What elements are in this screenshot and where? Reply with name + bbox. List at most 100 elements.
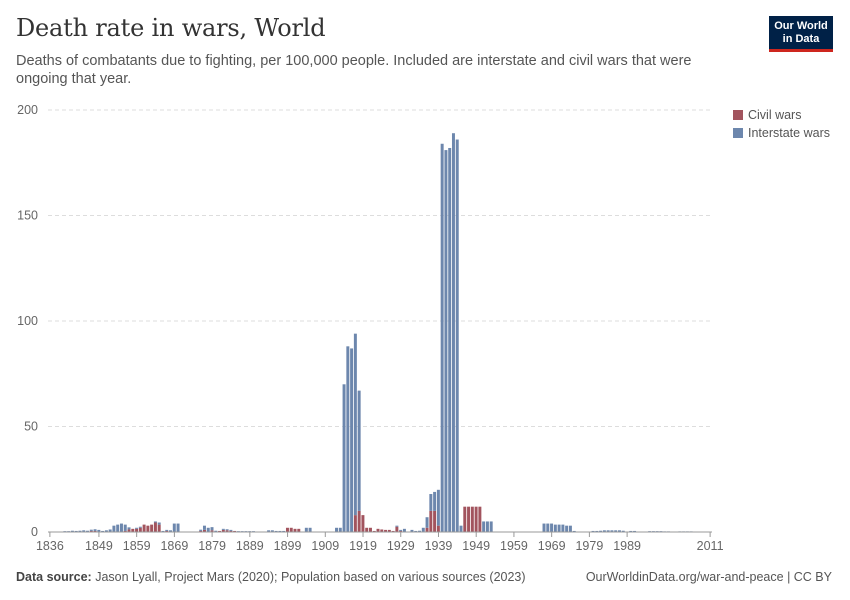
bar-civil-1923[interactable] (376, 528, 380, 532)
owid-logo[interactable]: Our World in Data (769, 16, 833, 52)
legend-item-interstate[interactable]: Interstate wars (733, 124, 830, 142)
bar-interstate-1842[interactable] (70, 530, 74, 532)
bar-interstate-1970[interactable] (553, 524, 557, 532)
bar-interstate-1968[interactable] (546, 523, 550, 532)
bar-interstate-1856[interactable] (123, 524, 127, 531)
bar-interstate-1905[interactable] (308, 527, 312, 532)
bar-interstate-1934[interactable] (418, 530, 421, 532)
bar-civil-1924[interactable] (380, 529, 384, 532)
bar-interstate-1898[interactable] (282, 530, 286, 532)
bar-civil-1848[interactable] (93, 530, 97, 532)
bar-interstate-1940[interactable] (440, 143, 444, 532)
bar-civil-1929[interactable] (399, 530, 403, 532)
bar-interstate-1860[interactable] (138, 526, 142, 528)
bar-interstate-1944[interactable] (455, 139, 459, 533)
bar-civil-1948[interactable] (470, 506, 474, 532)
footer-link[interactable]: OurWorldinData.org/war-and-peace | CC BY (585, 570, 832, 584)
bar-interstate-1985[interactable] (610, 530, 614, 532)
bar-interstate-1868[interactable] (169, 530, 172, 532)
bar-interstate-1870[interactable] (176, 523, 180, 532)
bar-interstate-1952[interactable] (485, 521, 489, 532)
bar-civil-1920[interactable] (365, 527, 369, 532)
bar-interstate-1857[interactable] (127, 527, 131, 530)
bar-interstate-1938[interactable] (433, 491, 437, 511)
bar-civil-1922[interactable] (372, 530, 376, 532)
bar-civil-1939[interactable] (436, 525, 440, 532)
bar-interstate-1876[interactable] (199, 529, 203, 531)
bar-interstate-1897[interactable] (278, 530, 282, 532)
bar-civil-1865[interactable] (157, 524, 161, 532)
bar-civil-1919[interactable] (361, 515, 365, 532)
bar-interstate-1859[interactable] (135, 527, 139, 529)
bar-civil-1883[interactable] (225, 530, 229, 532)
bar-interstate-1866[interactable] (161, 530, 165, 532)
bar-civil-1925[interactable] (384, 529, 388, 532)
bar-civil-1863[interactable] (150, 524, 154, 532)
bar-civil-1885[interactable] (233, 530, 237, 532)
bar-interstate-1914[interactable] (342, 384, 346, 532)
bar-interstate-1973[interactable] (565, 525, 569, 532)
bar-interstate-1980[interactable] (591, 530, 595, 532)
bar-interstate-1913[interactable] (338, 527, 342, 532)
bar-civil-1949[interactable] (474, 506, 478, 532)
bar-interstate-1846[interactable] (86, 530, 89, 532)
bar-interstate-1986[interactable] (614, 530, 618, 532)
bar-civil-1862[interactable] (146, 525, 150, 532)
bar-civil-1901[interactable] (293, 528, 297, 532)
bar-interstate-1895[interactable] (270, 530, 274, 532)
bar-interstate-1843[interactable] (74, 530, 78, 532)
bar-civil-1867[interactable] (165, 530, 169, 532)
bar-interstate-1882[interactable] (221, 528, 225, 530)
bar-interstate-1883[interactable] (225, 529, 229, 531)
bar-civil-1864[interactable] (153, 522, 157, 532)
bar-interstate-1879[interactable] (210, 527, 214, 531)
bar-civil-1876[interactable] (199, 530, 203, 532)
bar-civil-1927[interactable] (391, 530, 395, 532)
bar-interstate-1916[interactable] (350, 348, 354, 532)
bar-civil-1928[interactable] (395, 526, 399, 532)
bar-interstate-1974[interactable] (568, 525, 572, 532)
bar-civil-1917[interactable] (353, 515, 357, 532)
bar-civil-1937[interactable] (429, 510, 433, 532)
bar-interstate-1939[interactable] (436, 489, 440, 526)
bar-interstate-1928[interactable] (395, 525, 399, 527)
bar-interstate-1855[interactable] (119, 523, 123, 532)
bar-interstate-1971[interactable] (557, 524, 561, 532)
bar-interstate-1896[interactable] (274, 530, 278, 532)
bar-interstate-1951[interactable] (482, 521, 486, 532)
bar-interstate-1930[interactable] (402, 528, 406, 532)
bar-interstate-1867[interactable] (165, 529, 169, 531)
bar-interstate-1975[interactable] (572, 530, 576, 532)
bar-interstate-1894[interactable] (267, 530, 271, 532)
bar-civil-1856[interactable] (123, 530, 127, 532)
bar-civil-1950[interactable] (478, 506, 482, 532)
bar-civil-1882[interactable] (221, 529, 225, 532)
bar-interstate-1865[interactable] (157, 522, 161, 525)
bar-civil-1938[interactable] (433, 510, 437, 532)
bar-civil-1921[interactable] (368, 527, 372, 532)
bar-interstate-1932[interactable] (410, 529, 414, 532)
bar-civil-1936[interactable] (425, 527, 429, 532)
bar-interstate-1853[interactable] (112, 525, 116, 532)
bar-interstate-1972[interactable] (561, 524, 565, 532)
bar-interstate-1852[interactable] (108, 529, 112, 532)
bar-interstate-1847[interactable] (89, 529, 93, 531)
bar-interstate-1878[interactable] (206, 527, 210, 532)
bar-interstate-1877[interactable] (202, 525, 206, 530)
bar-interstate-1982[interactable] (599, 530, 603, 532)
bar-civil-1884[interactable] (229, 530, 233, 532)
bar-interstate-1988[interactable] (621, 530, 625, 532)
bar-civil-1859[interactable] (135, 528, 139, 532)
bar-interstate-1945[interactable] (459, 525, 463, 532)
bar-interstate-1937[interactable] (429, 494, 433, 511)
bar-interstate-1849[interactable] (97, 529, 101, 532)
bar-civil-1860[interactable] (138, 527, 142, 532)
bar-interstate-1935[interactable] (421, 527, 425, 532)
bar-interstate-1943[interactable] (451, 133, 455, 532)
bar-interstate-1917[interactable] (353, 333, 357, 516)
bar-civil-1877[interactable] (202, 529, 206, 532)
bar-interstate-1880[interactable] (214, 530, 218, 532)
bar-civil-1899[interactable] (285, 527, 289, 532)
bar-interstate-1869[interactable] (172, 523, 176, 532)
bar-interstate-1912[interactable] (335, 527, 338, 532)
